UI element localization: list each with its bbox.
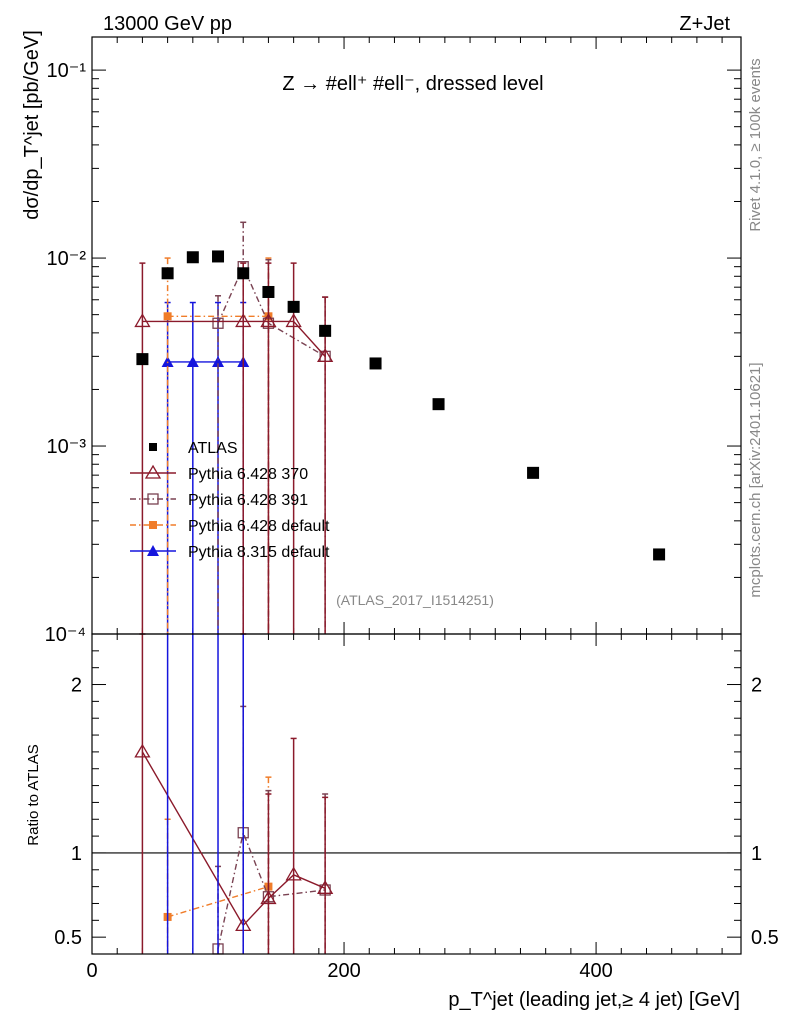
x-tick-label: 400 (579, 960, 612, 982)
data-point (260, 313, 277, 328)
data-point (369, 357, 382, 370)
series-line (217, 264, 326, 357)
x-tick-label: 200 (327, 960, 360, 982)
y-tick-label-main: 10⁻³ (47, 436, 87, 458)
legend-marker (147, 545, 159, 556)
y-tick-label-ratio: 1 (71, 843, 82, 865)
data-point (235, 313, 252, 328)
data-point (212, 250, 225, 263)
ratio-frame (91, 633, 742, 955)
plot-title: Z → #ell⁺ #ell⁻, dressed level (282, 73, 543, 95)
legend-marker (147, 493, 159, 505)
legend-label: Pythia 8.315 default (188, 544, 330, 561)
data-point (161, 355, 174, 367)
data-point (163, 312, 172, 321)
legend-marker (144, 464, 162, 479)
x-tick-label: 0 (86, 960, 97, 982)
legend-marker (149, 521, 157, 529)
y-tick-label-ratio-right: 0.5 (751, 927, 779, 949)
ratio-line (217, 830, 326, 950)
data-point (161, 267, 174, 280)
header-energy-label: 13000 GeV pp (103, 13, 232, 35)
legend: ATLAS Pythia 6.428 370 Pythia 6.428 391 Pyt… (130, 440, 330, 561)
legend-label: Pythia 6.428 370 (188, 466, 308, 483)
ratio-point (260, 890, 277, 905)
header-process-label: Z+Jet (679, 13, 730, 35)
rivet-version-label: Rivet 4.1.0, ≥ 100k events (747, 58, 764, 231)
ratio-point (285, 866, 302, 881)
ratio-panel: 0 200 400 0.5 0.5 1 1 2 2 (54, 633, 779, 982)
mcplots-label: mcplots.cern.ch [arXiv:2401.10621] (747, 362, 764, 597)
data-point (527, 466, 540, 479)
legend-marker (149, 443, 157, 451)
data-point (653, 548, 666, 561)
ratio-point (317, 880, 334, 894)
ratio-ylabel: Ratio to ATLAS (25, 744, 42, 845)
main-panel: 10⁻⁴ 10⁻³ 10⁻² 10⁻¹ (45, 37, 741, 646)
analysis-label: (ATLAS_2017_I1514251) (336, 592, 494, 608)
main-ylabel: dσ/dp_T^jet [pb/GeV] (21, 30, 43, 220)
data-point (212, 317, 224, 329)
data-point (319, 324, 332, 337)
data-point (432, 398, 445, 411)
data-point (287, 300, 300, 313)
x-axis-label: p_T^jet (leading jet,≥ 4 jet) [GeV] (448, 989, 740, 1011)
data-point (186, 355, 199, 367)
data-point (262, 285, 275, 298)
y-tick-label-main: 10⁻¹ (47, 60, 87, 82)
ratio-point (134, 743, 151, 758)
y-tick-label-ratio-right: 1 (751, 843, 762, 865)
data-point (212, 355, 225, 367)
data-point (186, 251, 199, 264)
data-point (285, 313, 302, 328)
legend-label: Pythia 6.428 default (188, 518, 330, 535)
series-line (142, 320, 326, 357)
ratio-line (141, 751, 326, 927)
y-tick-label-ratio: 2 (71, 675, 82, 697)
y-tick-label-main: 10⁻⁴ (45, 624, 86, 646)
data-point (136, 353, 149, 366)
data-point (317, 348, 334, 362)
data-point (237, 267, 250, 280)
ratio-line (167, 885, 269, 918)
legend-label: Pythia 6.428 391 (188, 492, 308, 509)
y-tick-label-ratio: 0.5 (54, 927, 82, 949)
y-tick-label-ratio-right: 2 (751, 675, 762, 697)
legend-label: ATLAS (188, 440, 238, 457)
y-tick-label-main: 10⁻² (47, 248, 87, 270)
data-point (134, 313, 151, 328)
